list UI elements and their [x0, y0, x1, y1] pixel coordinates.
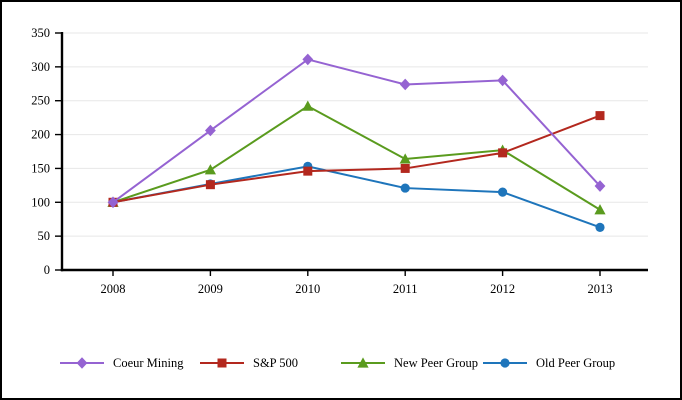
coeur-mining-line-marker-icon	[60, 357, 104, 369]
svg-text:2011: 2011	[393, 282, 418, 296]
svg-text:2009: 2009	[198, 282, 223, 296]
svg-text:200: 200	[31, 128, 50, 142]
svg-text:2008: 2008	[101, 282, 126, 296]
svg-text:350: 350	[31, 26, 50, 40]
legend-item-sp500: S&P 500	[200, 354, 298, 372]
legend-label-new-peer-group: New Peer Group	[394, 355, 479, 370]
legend-item-coeur-mining: Coeur Mining	[60, 354, 183, 372]
svg-text:150: 150	[31, 161, 50, 175]
legend-item-new-peer-group: New Peer Group	[341, 354, 478, 372]
svg-text:50: 50	[38, 229, 51, 243]
sp500-line-marker-icon	[200, 358, 244, 368]
svg-text:100: 100	[31, 195, 50, 209]
legend-item-old-peer-group: Old Peer Group	[483, 354, 615, 372]
legend-label-sp500: S&P 500	[253, 355, 299, 370]
legend-label-coeur-mining: Coeur Mining	[113, 355, 184, 370]
svg-text:2012: 2012	[490, 282, 515, 296]
old-peer-group-line-marker-icon	[483, 358, 527, 368]
legend-label-old-peer-group: Old Peer Group	[536, 355, 616, 370]
svg-text:250: 250	[31, 94, 50, 108]
svg-text:300: 300	[31, 60, 50, 74]
svg-text:2010: 2010	[295, 282, 320, 296]
svg-text:0: 0	[44, 263, 50, 277]
chart-plot-area: 0 50 100 150 200 250 300 350 2008 2009 2010 2011 201…	[31, 26, 648, 296]
svg-text:2013: 2013	[588, 282, 613, 296]
new-peer-group-line-marker-icon	[341, 357, 385, 368]
